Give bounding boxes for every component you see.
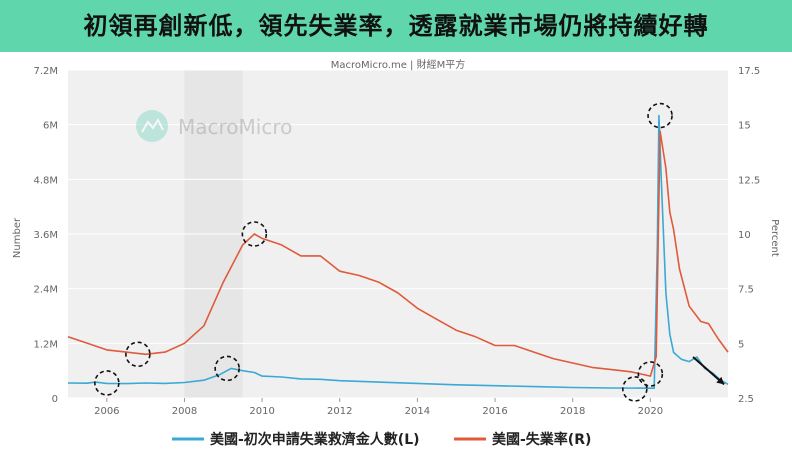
left-tick-label: 2.4M (33, 285, 58, 296)
left-tick-label: 6M (43, 121, 58, 132)
highlight-circle (241, 221, 268, 247)
title-banner: 初領再創新低，領先失業率，透露就業市場仍將持續好轉 (0, 0, 792, 52)
highlight-circle (125, 341, 151, 368)
watermark-mark-icon (141, 117, 164, 133)
right-tick-label: 15 (738, 121, 751, 132)
right-tick-label: 2.5 (738, 394, 754, 405)
left-tick-label: 0 (52, 394, 58, 405)
highlight-circle (622, 376, 648, 402)
chart-panel: MacroMicro.me | 財經M平方 MacroMicro 0 1.2M 2.… (6, 58, 786, 466)
watermark-text: MacroMicro (178, 115, 292, 139)
left-tick-label: 4.8M (33, 175, 58, 186)
right-tick-label: 17.5 (738, 66, 760, 77)
series-layer (67, 114, 729, 390)
grid-lines (68, 69, 728, 399)
left-tick-label: 1.2M (33, 339, 58, 350)
x-axis-ticks: 2006 2008 2010 2012 2014 2016 2018 2020 (94, 398, 663, 417)
left-tick-label: 7.2M (33, 66, 58, 77)
highlight-circle (214, 355, 240, 382)
left-tick-label: 3.6M (33, 230, 58, 241)
x-tick-label: 2014 (405, 406, 430, 417)
x-tick-label: 2020 (638, 406, 663, 417)
banner-title: 初領再創新低，領先失業率，透露就業市場仍將持續好轉 (83, 12, 709, 40)
right-axis-ticks: 2.5 5 7.5 10 12.5 15 17.5 (738, 66, 760, 405)
arrow-head-icon (716, 376, 725, 385)
x-tick-label: 2018 (560, 406, 585, 417)
series-line-claims (67, 114, 729, 390)
x-tick-label: 2010 (249, 406, 274, 417)
highlight-circle (94, 370, 120, 396)
legend-label-unemployment: 美國-失業率(R) (492, 431, 591, 448)
right-tick-label: 5 (738, 339, 744, 350)
x-tick-label: 2016 (482, 406, 507, 417)
right-tick-label: 10 (738, 230, 751, 241)
left-axis-label: Number (12, 217, 23, 258)
legend: 美國-初次申請失業救濟金人數(L) 美國-失業率(R) (172, 431, 591, 448)
right-axis-label: Percent (769, 219, 780, 257)
source-label: MacroMicro.me | 財經M平方 (331, 58, 465, 71)
watermark: MacroMicro (136, 110, 292, 142)
right-tick-label: 7.5 (738, 285, 754, 296)
x-tick-label: 2006 (94, 406, 119, 417)
line-chart: MacroMicro.me | 財經M平方 MacroMicro 0 1.2M 2.… (12, 58, 780, 448)
highlight-circle (647, 102, 673, 129)
annotation-layer (94, 102, 725, 402)
x-tick-label: 2012 (327, 406, 352, 417)
series-line-unemployment (67, 130, 729, 377)
x-tick-label: 2008 (172, 406, 197, 417)
legend-label-claims: 美國-初次申請失業救濟金人數(L) (210, 431, 420, 448)
watermark-logo-icon (136, 110, 168, 142)
highlight-circle (637, 361, 664, 387)
right-tick-label: 12.5 (738, 175, 760, 186)
left-axis-ticks: 0 1.2M 2.4M 3.6M 4.8M 6M 7.2M (33, 66, 58, 405)
